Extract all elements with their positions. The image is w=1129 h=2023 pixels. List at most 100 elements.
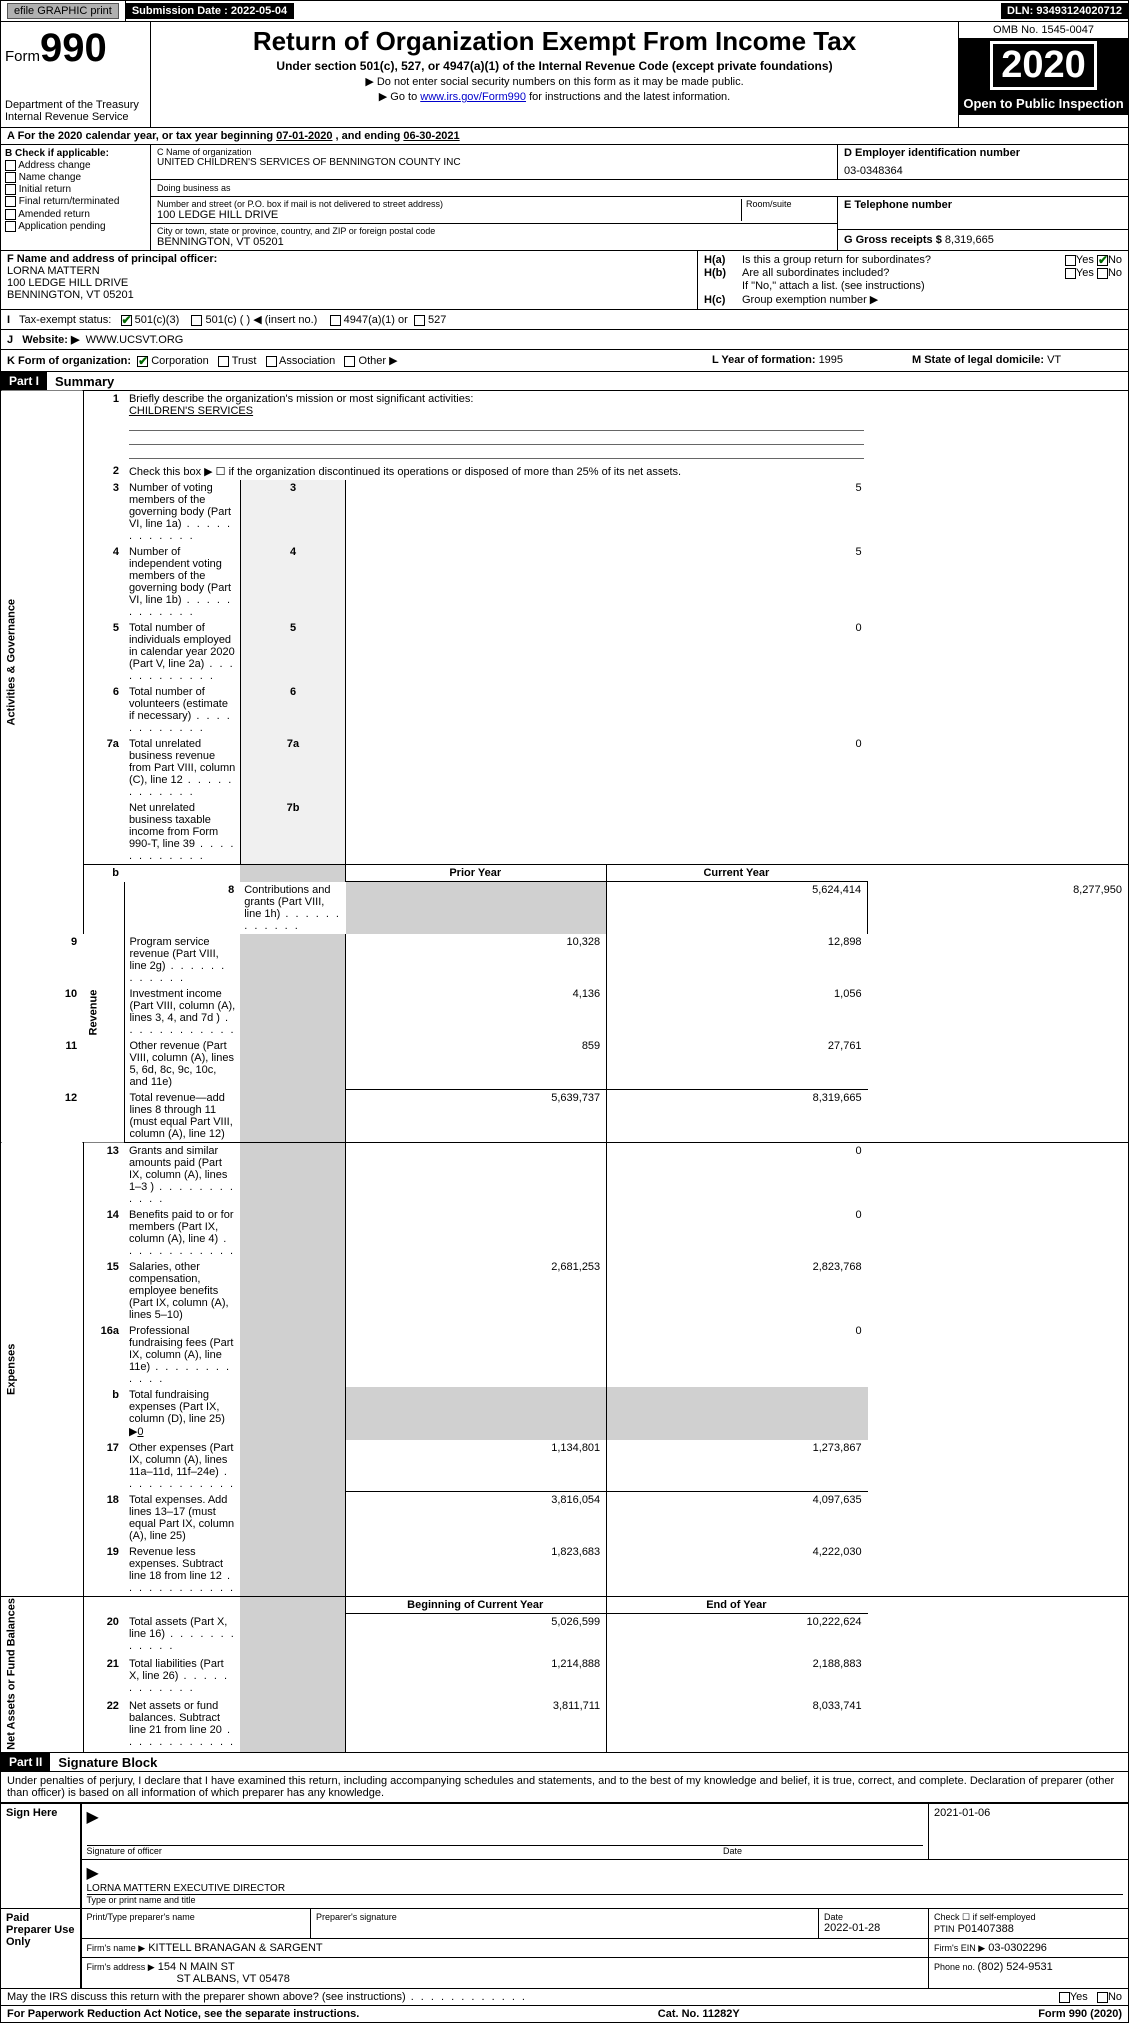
row-fh: F Name and address of principal officer:…: [0, 251, 1129, 310]
chk-initial-return[interactable]: Initial return: [5, 184, 146, 195]
submission-date: 2022-05-04: [231, 5, 287, 17]
ha-yes-chk[interactable]: [1065, 255, 1076, 266]
chk-501c[interactable]: [191, 315, 202, 326]
discuss-no-chk[interactable]: [1097, 1992, 1108, 2003]
line-19: Revenue less expenses. Subtract line 18 …: [125, 1544, 240, 1597]
form-of-org: K Form of organization: Corporation Trus…: [7, 354, 712, 367]
hb-no-chk[interactable]: [1097, 268, 1108, 279]
line-14: Benefits paid to or for members (Part IX…: [125, 1207, 240, 1259]
row-klm: K Form of organization: Corporation Trus…: [0, 350, 1129, 372]
form-ref: Form 990 (2020): [1038, 2008, 1122, 2020]
row-ij: I Tax-exempt status: 501(c)(3) 501(c) ( …: [0, 310, 1129, 350]
discuss-yes-chk[interactable]: [1059, 1992, 1070, 2003]
sign-here-label: Sign Here: [1, 1804, 81, 1909]
hb-label: H(b): [704, 267, 742, 279]
year-formation: L Year of formation: 1995: [712, 354, 912, 367]
line-8: Contributions and grants (Part VIII, lin…: [240, 882, 346, 934]
amt-6: [346, 684, 868, 736]
line-10: Investment income (Part VIII, column (A)…: [125, 986, 240, 1038]
amt-7a: 0: [346, 736, 868, 800]
efile-button[interactable]: efile GRAPHIC print: [7, 3, 119, 19]
amt-7b: [346, 800, 868, 865]
chk-association[interactable]: [266, 356, 277, 367]
addr-tel-row: Number and street (or P.O. box if mail i…: [151, 197, 1128, 250]
firm-name: KITTELL BRANAGAN & SARGENT: [148, 1942, 322, 1954]
chk-corporation[interactable]: [137, 356, 148, 367]
discuss-yes-no: Yes No: [1059, 1991, 1122, 2003]
amt-c15: 2,823,768: [607, 1259, 868, 1323]
amt-c18: 4,097,635: [607, 1492, 868, 1544]
dln-label: DLN:: [1007, 5, 1036, 17]
cat-no: Cat. No. 11282Y: [658, 2008, 740, 2020]
chk-amended-return[interactable]: Amended return: [5, 209, 146, 220]
firm-phone: (802) 524-9531: [978, 1961, 1053, 1973]
dba-row: Doing business as: [151, 180, 1128, 197]
ha-text: Is this a group return for subordinates?: [742, 254, 1065, 266]
line-13: Grants and similar amounts paid (Part IX…: [125, 1142, 240, 1207]
discuss-row: May the IRS discuss this return with the…: [0, 1989, 1129, 2006]
amt-p14: [346, 1207, 607, 1259]
chk-4947[interactable]: [330, 315, 341, 326]
line-22: Net assets or fund balances. Subtract li…: [125, 1698, 240, 1753]
header-right: OMB No. 1545-0047 2020 Open to Public In…: [958, 22, 1128, 127]
amt-c11: 27,761: [607, 1038, 868, 1090]
header-left: Form990 Department of the Treasury Inter…: [1, 22, 151, 127]
chk-trust[interactable]: [218, 356, 229, 367]
d-label: D Employer identification number: [844, 147, 1122, 159]
period-row: A For the 2020 calendar year, or tax yea…: [0, 128, 1129, 145]
hdr-prior-year: Prior Year: [346, 865, 607, 882]
line-4: Number of independent voting members of …: [125, 544, 240, 620]
j-text: Website: ▶: [22, 334, 79, 346]
website-row: J Website: ▶ WWW.UCSVT.ORG: [1, 330, 1128, 349]
part1-label: Part I: [1, 372, 47, 390]
amt-3: 5: [346, 480, 868, 544]
hb-yes-no: Yes No: [1065, 267, 1122, 279]
officer-name-row: ▶ LORNA MATTERN EXECUTIVE DIRECTOR Type …: [81, 1860, 1129, 1909]
chk-application-pending[interactable]: Application pending: [5, 221, 146, 232]
self-employed-label: Check ☐ if self-employed: [934, 1912, 1123, 1923]
dept-treasury: Department of the Treasury: [5, 99, 146, 111]
open-to-public: Open to Public Inspection: [959, 92, 1128, 115]
line-6: Total number of volunteers (estimate if …: [125, 684, 240, 736]
form-subtitle: Under section 501(c), 527, or 4947(a)(1)…: [157, 59, 952, 73]
b-header: B Check if applicable:: [5, 148, 146, 159]
line-9: Program service revenue (Part VIII, line…: [125, 934, 240, 986]
amt-p22: 3,811,711: [346, 1698, 607, 1753]
amt-c12: 8,319,665: [607, 1090, 868, 1143]
line-5: Total number of individuals employed in …: [125, 620, 240, 684]
hb-note: If "No," attach a list. (see instruction…: [704, 280, 1122, 292]
ha-no-chk[interactable]: [1097, 255, 1108, 266]
amt-p15: 2,681,253: [346, 1259, 607, 1323]
ein-value: 03-0348364: [844, 165, 1122, 177]
chk-address-change[interactable]: Address change: [5, 160, 146, 171]
chk-other[interactable]: [344, 356, 355, 367]
part1-title: Summary: [47, 374, 114, 389]
line-3: Number of voting members of the governin…: [125, 480, 240, 544]
hb-yes-chk[interactable]: [1065, 268, 1076, 279]
street-label: Number and street (or P.O. box if mail i…: [157, 199, 741, 209]
chk-501c3[interactable]: [121, 315, 132, 326]
chk-name-change[interactable]: Name change: [5, 172, 146, 183]
ha-yes-no: Yes No: [1065, 254, 1122, 266]
firm-ein-cell: Firm's EIN ▶ 03-0302296: [929, 1939, 1129, 1958]
sig-date-label: Date: [723, 1846, 923, 1856]
firm-name-cell: Firm's name ▶ KITTELL BRANAGAN & SARGENT: [81, 1939, 929, 1958]
city-value: BENNINGTON, VT 05201: [157, 236, 831, 248]
hc-label: H(c): [704, 294, 742, 306]
form-number: 990: [40, 26, 107, 70]
chk-527[interactable]: [414, 315, 425, 326]
line-16a: Professional fundraising fees (Part IX, …: [125, 1323, 240, 1387]
line-2: Check this box ▶ ☐ if the organization d…: [125, 463, 868, 480]
chk-final-return[interactable]: Final return/terminated: [5, 196, 146, 207]
line-7b: Net unrelated business taxable income fr…: [125, 800, 240, 865]
officer-name: LORNA MATTERN: [7, 265, 691, 277]
irs-link[interactable]: www.irs.gov/Form990: [420, 91, 526, 103]
preparer-name-cell: Print/Type preparer's name: [81, 1909, 311, 1939]
line-1-num: 1: [83, 391, 125, 463]
amt-p8: 5,624,414: [607, 882, 868, 934]
amt-p16a: [346, 1323, 607, 1387]
i-text: Tax-exempt status:: [19, 314, 111, 326]
preparer-date-cell: Date2022-01-28: [819, 1909, 929, 1939]
line-16b: Total fundraising expenses (Part IX, col…: [125, 1387, 240, 1440]
gross-receipts-box: G Gross receipts $ 8,319,665: [838, 230, 1128, 250]
